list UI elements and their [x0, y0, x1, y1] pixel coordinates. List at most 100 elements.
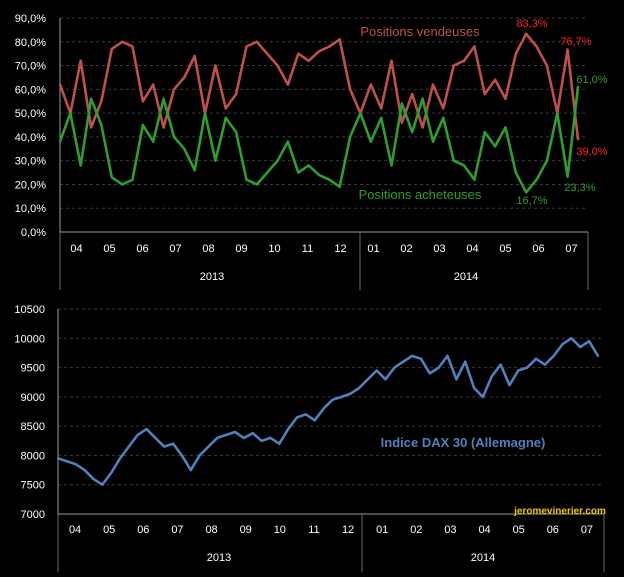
data-point-dax [136, 433, 139, 437]
top-y-tick-label: 0,0% [21, 227, 46, 239]
annotation-83-3: 83,3% [516, 18, 547, 30]
top-x-tick-label: 03 [433, 243, 445, 255]
data-point-positions-acheteuses [286, 140, 290, 143]
data-point-dax [269, 436, 272, 440]
data-point-positions-acheteuses [214, 159, 217, 162]
data-point-positions-vendeuses [152, 83, 155, 86]
bottom-x-tick-label: 02 [410, 524, 422, 536]
data-point-positions-acheteuses [297, 171, 300, 174]
bottom-x-axis-ticks: 04 05 06 07 08 09 10 11 12 01 02 03 04 0… [69, 524, 593, 536]
series-label-dax: Indice DAX 30 (Allemagne) [381, 435, 546, 450]
bottom-x-tick-label: 05 [513, 524, 525, 536]
data-point-positions-acheteuses [266, 171, 269, 174]
bottom-x-tick-label: 04 [478, 524, 490, 536]
top-y-tick-label: 10,0% [15, 203, 46, 215]
bottom-x-tick-label: 06 [547, 524, 559, 536]
data-point-positions-acheteuses [203, 111, 207, 115]
top-series-points [58, 32, 580, 194]
top-x-tick-label: 04 [466, 243, 478, 255]
data-point-positions-acheteuses [317, 173, 321, 177]
data-point-dax [508, 383, 511, 387]
top-x-tick-label: 01 [367, 243, 379, 255]
data-point-positions-acheteuses [69, 111, 72, 115]
data-point-dax [56, 457, 60, 460]
data-point-dax [579, 345, 582, 349]
data-point-positions-vendeuses [576, 138, 580, 141]
data-point-dax [171, 442, 175, 445]
data-point-positions-vendeuses [431, 83, 435, 86]
data-point-dax [207, 445, 210, 448]
bottom-x-tick-label: 12 [342, 524, 354, 536]
data-point-dax [189, 468, 192, 472]
data-point-positions-acheteuses [152, 140, 155, 143]
data-point-dax [74, 463, 77, 466]
data-point-positions-acheteuses [307, 164, 310, 167]
data-point-positions-acheteuses [442, 116, 445, 120]
top-year-label-2014: 2014 [454, 271, 478, 283]
top-x-tick-label: 11 [302, 243, 313, 255]
data-point-dax [587, 340, 591, 343]
bottom-x-tick-label: 07 [171, 524, 183, 536]
data-point-positions-acheteuses [576, 85, 580, 89]
top-y-tick-label: 90,0% [15, 13, 46, 25]
data-point-dax [109, 471, 113, 475]
data-point-positions-vendeuses [297, 52, 300, 55]
data-point-positions-acheteuses [421, 97, 424, 101]
bottom-y-axis-ticks: 7000 7500 8000 8500 9000 9500 10000 1050… [14, 304, 45, 521]
top-x-tick-label: 02 [400, 243, 412, 255]
bottom-x-tick-label: 03 [444, 524, 456, 536]
data-point-positions-acheteuses [545, 159, 549, 162]
data-point-positions-acheteuses [58, 140, 62, 143]
data-point-dax [375, 369, 378, 372]
bottom-y-tick-label: 7500 [21, 480, 45, 492]
top-y-axis-ticks: 0,0% 10,0% 20,0% 30,0% 40,0% 50,0% 60,0%… [15, 13, 46, 239]
data-point-positions-acheteuses [121, 183, 124, 186]
top-x-tick-label: 06 [532, 243, 544, 255]
data-point-positions-acheteuses [234, 130, 238, 134]
data-point-positions-vendeuses [493, 78, 497, 82]
top-y-tick-label: 40,0% [15, 132, 46, 144]
data-point-dax [402, 360, 405, 363]
data-point-positions-acheteuses [525, 191, 528, 194]
bottom-x-tick-label: 09 [240, 524, 252, 536]
data-point-positions-vendeuses [89, 126, 93, 129]
data-point-positions-acheteuses [172, 135, 176, 139]
data-point-dax [366, 378, 369, 381]
data-point-positions-acheteuses [359, 111, 362, 115]
data-point-positions-acheteuses [452, 159, 455, 162]
bottom-x-tick-label: 10 [274, 524, 286, 536]
bottom-x-tick-label: 05 [103, 524, 115, 536]
data-point-positions-vendeuses [380, 107, 383, 110]
data-point-dax [304, 413, 308, 416]
top-y-tick-label: 70,0% [15, 61, 46, 73]
data-point-positions-acheteuses [369, 140, 372, 143]
data-point-dax [596, 354, 600, 358]
data-point-positions-acheteuses [348, 135, 352, 139]
data-point-dax [464, 360, 467, 363]
data-point-positions-acheteuses [89, 97, 93, 101]
top-x-axis-ticks: 04 05 06 07 08 09 10 11 12 01 02 03 04 0… [70, 243, 577, 255]
data-point-dax [260, 439, 263, 442]
data-point-dax [384, 378, 387, 381]
data-point-positions-vendeuses [162, 126, 165, 129]
data-point-positions-vendeuses [100, 100, 103, 103]
data-point-positions-acheteuses [380, 116, 383, 120]
data-point-positions-vendeuses [183, 76, 186, 79]
data-point-dax [198, 454, 201, 457]
bottom-x-tick-label: 11 [308, 524, 319, 536]
top-x-tick-label: 08 [202, 243, 214, 255]
data-point-dax [65, 460, 69, 463]
top-y-tick-label: 80,0% [15, 37, 46, 49]
data-point-dax [526, 366, 529, 369]
data-point-positions-vendeuses [224, 107, 227, 110]
data-point-positions-vendeuses [369, 83, 372, 86]
data-point-positions-vendeuses [442, 107, 445, 110]
bottom-y-tick-label: 7000 [21, 509, 45, 521]
data-point-dax [83, 468, 86, 472]
data-point-dax [552, 354, 555, 358]
data-point-dax [534, 357, 538, 360]
data-point-positions-vendeuses [483, 92, 486, 96]
top-gridlines [60, 17, 588, 209]
